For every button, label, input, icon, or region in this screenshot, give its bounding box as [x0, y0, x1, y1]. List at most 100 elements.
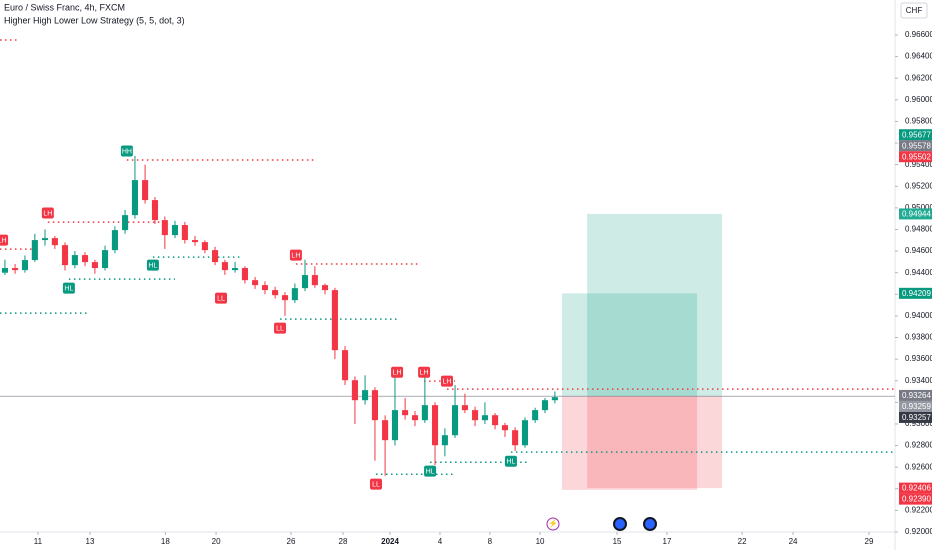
y-tick-label: 0.93400 [905, 376, 932, 385]
pivot-badge [146, 259, 159, 271]
candle-body [492, 415, 499, 426]
chart-title: Euro / Swiss Franc, 4h, FXCM [4, 2, 125, 12]
pivot-label: LL [372, 481, 380, 488]
candle-body [201, 242, 208, 251]
y-tick-label: 0.94800 [905, 225, 932, 234]
candle-body [391, 410, 399, 441]
pivot-label: LL [217, 295, 225, 302]
plot: HH LH LH HL HL LL LH LL LH LH LH LL HL HL [0, 39, 895, 490]
candle-body [1, 268, 8, 273]
pivot-badge [215, 292, 228, 304]
pivot-label: LH [0, 237, 7, 244]
price-tag-label: 0.94944 [902, 210, 931, 219]
indicator-label: Higher High Lower Low Strategy (5, 5, do… [4, 15, 185, 25]
y-tick-label: 0.92200 [905, 506, 932, 515]
y-tick-label: 0.93600 [905, 354, 932, 363]
price-tag [899, 411, 932, 423]
event-icon[interactable] [643, 517, 657, 531]
candle-body [431, 405, 439, 446]
x-tick-label: 22 [738, 537, 747, 546]
candle-body [521, 420, 529, 446]
y-tick-label: 0.94400 [905, 268, 932, 277]
candle-body [61, 245, 69, 266]
pivot-badge [289, 249, 302, 261]
currency-button[interactable] [900, 2, 928, 19]
candle-body [181, 225, 188, 241]
pivot-label: HL [64, 285, 73, 292]
candle-body [461, 405, 468, 411]
price-tag-label: 0.94209 [902, 289, 931, 298]
candle-body [441, 435, 448, 446]
price-tag-label: 0.95578 [902, 141, 931, 150]
event-icon[interactable] [613, 517, 627, 531]
candle-body [151, 200, 159, 221]
price-tag [899, 151, 932, 163]
x-tick-label: 10 [536, 537, 545, 546]
price-tag-label: 0.95502 [902, 152, 931, 161]
candle-body [142, 180, 149, 201]
y-tick-label: 0.96600 [905, 30, 932, 39]
price-tag [899, 400, 932, 412]
candle-body [122, 215, 129, 231]
x-tick-label: 20 [212, 537, 221, 546]
pivot-badge [41, 207, 54, 219]
pivot-label: LH [443, 379, 452, 386]
x-tick-label: 24 [789, 537, 798, 546]
candle-body [161, 220, 168, 236]
price-tag-label: 0.93264 [902, 391, 931, 400]
y-tick-label: 0.96400 [905, 52, 932, 61]
candle-body [551, 397, 558, 401]
candle-body [362, 390, 369, 401]
candle-body [472, 410, 479, 421]
candle-body [411, 415, 419, 421]
pivot-label: LH [393, 370, 402, 377]
y-tick-label: 0.94600 [905, 246, 932, 255]
event-icon-glyph[interactable]: ⚡ [548, 518, 558, 528]
pivot-label: LH [420, 370, 429, 377]
pivot-label: LL [276, 325, 284, 332]
position-stop [587, 396, 723, 489]
candle-body [512, 430, 519, 446]
candle-body [291, 288, 298, 301]
x-tick-label: 26 [287, 537, 296, 546]
x-tick-label: 4 [438, 537, 443, 546]
position-target [587, 213, 723, 397]
x-tick-label: 15 [613, 537, 622, 546]
candle-body [541, 400, 549, 411]
candle-body [211, 250, 219, 263]
pivot-badge [369, 478, 382, 490]
y-tick-label: 0.93800 [905, 333, 932, 342]
pivot-badge [120, 145, 133, 157]
x-tick-label: 17 [663, 537, 672, 546]
pivot-label: LH [43, 210, 52, 217]
candle-body [281, 295, 289, 301]
pivot-badge [274, 322, 287, 334]
price-tag-label: 0.95677 [902, 130, 931, 139]
candle-body [451, 405, 459, 436]
price-tag [899, 140, 932, 152]
y-tick-label: 0.94000 [905, 311, 932, 320]
candle-body [311, 275, 318, 286]
x-tick-label: 18 [161, 537, 170, 546]
y-tick-label: 0.93000 [905, 419, 932, 428]
y-tick-label: 0.95200 [905, 181, 932, 190]
price-tag [899, 389, 932, 401]
price-tag [899, 287, 932, 299]
candle-body [481, 415, 488, 421]
currency[interactable]: CHF [906, 6, 923, 15]
candle-body [272, 290, 279, 296]
pivot-label: HL [148, 262, 157, 269]
candle-body [321, 285, 329, 291]
candle-body [111, 230, 118, 251]
event-icon[interactable] [546, 517, 560, 531]
candle-body [221, 262, 228, 271]
candle-body [171, 225, 179, 236]
candle-body [21, 260, 29, 271]
candle-body [191, 240, 199, 243]
candle-body [301, 275, 309, 289]
price-tag [899, 129, 932, 141]
candle-body [501, 425, 509, 431]
candle-body [71, 255, 78, 266]
position-stop [561, 396, 698, 490]
